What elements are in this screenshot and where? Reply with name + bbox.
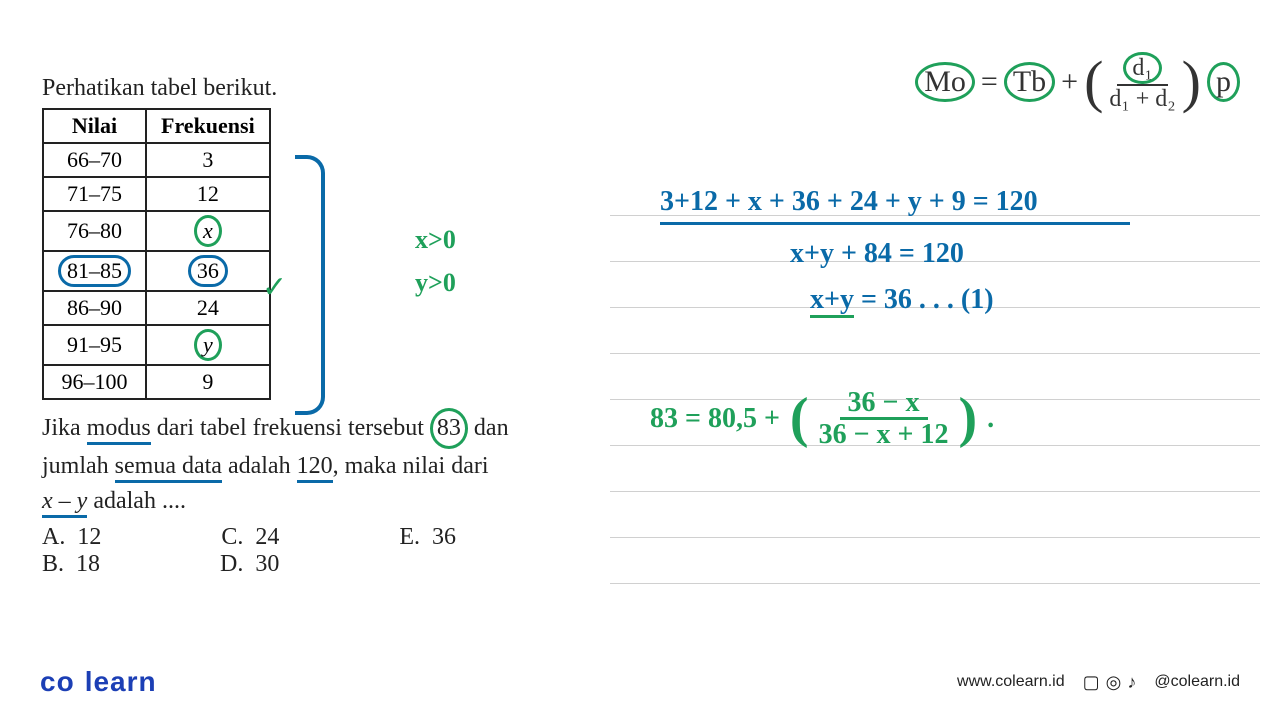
question-text: Jika modus dari tabel frekuensi tersebut…: [42, 408, 602, 518]
q-line1: Jika modus dari tabel frekuensi tersebut…: [42, 415, 509, 441]
footer-handle: @colearn.id: [1154, 673, 1240, 691]
opt-b: B. 18: [42, 551, 100, 578]
opt-e: E. 36: [399, 524, 456, 551]
q-line3: x – y adalah ....: [42, 488, 186, 518]
table-cell: 81–85: [43, 251, 146, 291]
th-nilai: Nilai: [43, 109, 146, 143]
fm-d1d2: d₁ + d₂: [1109, 86, 1175, 112]
fm-tb: Tb: [1004, 62, 1055, 102]
work-mode-left: 83 = 80,5 +: [650, 403, 780, 435]
opt-d: D. 30: [220, 551, 279, 578]
table-cell: 3: [146, 143, 270, 177]
prompt-text: Perhatikan tabel berikut.: [42, 75, 602, 102]
work-sum1: 3+12 + x + 36 + 24 + y + 9 = 120: [660, 186, 1038, 218]
underline-icon: [660, 222, 1130, 225]
answer-options: A. 12 C. 24 E. 36 B. 18 D. 30: [42, 524, 602, 578]
annot-xpos: x>0: [415, 225, 456, 255]
instagram-icon: ◎: [1106, 672, 1122, 693]
ruled-area: [610, 170, 1260, 590]
table-cell: 76–80: [43, 211, 146, 251]
brace-icon: [295, 155, 325, 415]
table-cell: x: [146, 211, 270, 251]
footer-url: www.colearn.id: [957, 673, 1065, 691]
work-dot: .: [987, 403, 994, 435]
table-cell: 9: [146, 365, 270, 399]
fm-plus: +: [1061, 65, 1078, 99]
fm-eq: =: [981, 65, 998, 99]
tiktok-icon: ♪: [1127, 672, 1136, 693]
table-cell: y: [146, 325, 270, 365]
footer: colearn www.colearn.id ▢ ◎ ♪ @colearn.id: [40, 666, 1240, 698]
mode-formula: Mo = Tb + ( d₁ d₁ + d₂ ) p: [915, 52, 1240, 113]
cell-y: y: [194, 329, 222, 361]
cell-81-85: 81–85: [58, 255, 131, 287]
rparen-icon: ): [1182, 56, 1201, 108]
table-cell: 24: [146, 291, 270, 325]
cell-36: 36: [188, 255, 228, 287]
q-line2: jumlah semua data adalah 120, maka nilai…: [42, 453, 489, 483]
rparen2-icon: ): [959, 396, 978, 441]
annot-ypos: y>0: [415, 268, 456, 298]
table-cell: 12: [146, 177, 270, 211]
social-icons: ▢ ◎ ♪: [1083, 672, 1137, 693]
footer-right: www.colearn.id ▢ ◎ ♪ @colearn.id: [957, 672, 1240, 693]
table-cell: 91–95: [43, 325, 146, 365]
fm-d1: d₁: [1123, 52, 1161, 84]
logo: colearn: [40, 666, 157, 698]
table-cell: 71–75: [43, 177, 146, 211]
fm-fraction: d₁ d₁ + d₂: [1109, 52, 1175, 113]
th-frek: Frekuensi: [146, 109, 270, 143]
opt-a: A. 12: [42, 524, 101, 551]
table-cell: 96–100: [43, 365, 146, 399]
fm-p: p: [1207, 62, 1240, 102]
table-cell: 66–70: [43, 143, 146, 177]
cell-x: x: [194, 215, 222, 247]
fm-mo: Mo: [915, 62, 975, 102]
work-sum2: x+y + 84 = 120: [790, 238, 964, 270]
frequency-table: Nilai Frekuensi 66–703 71–7512 76–80 x 81…: [42, 108, 271, 400]
table-cell: 36: [146, 251, 270, 291]
lparen2-icon: (: [790, 396, 809, 441]
work-sum3: x+y = 36 . . . (1): [810, 284, 994, 316]
work-mode-frac: 36 − x 36 − x + 12: [819, 388, 949, 450]
work-mode: 83 = 80,5 + ( 36 − x 36 − x + 12 ) .: [650, 388, 994, 450]
table-cell: 86–90: [43, 291, 146, 325]
lparen-icon: (: [1084, 56, 1103, 108]
facebook-icon: ▢: [1083, 672, 1100, 693]
checkmark-icon: ✓: [262, 270, 287, 305]
opt-c: C. 24: [221, 524, 279, 551]
